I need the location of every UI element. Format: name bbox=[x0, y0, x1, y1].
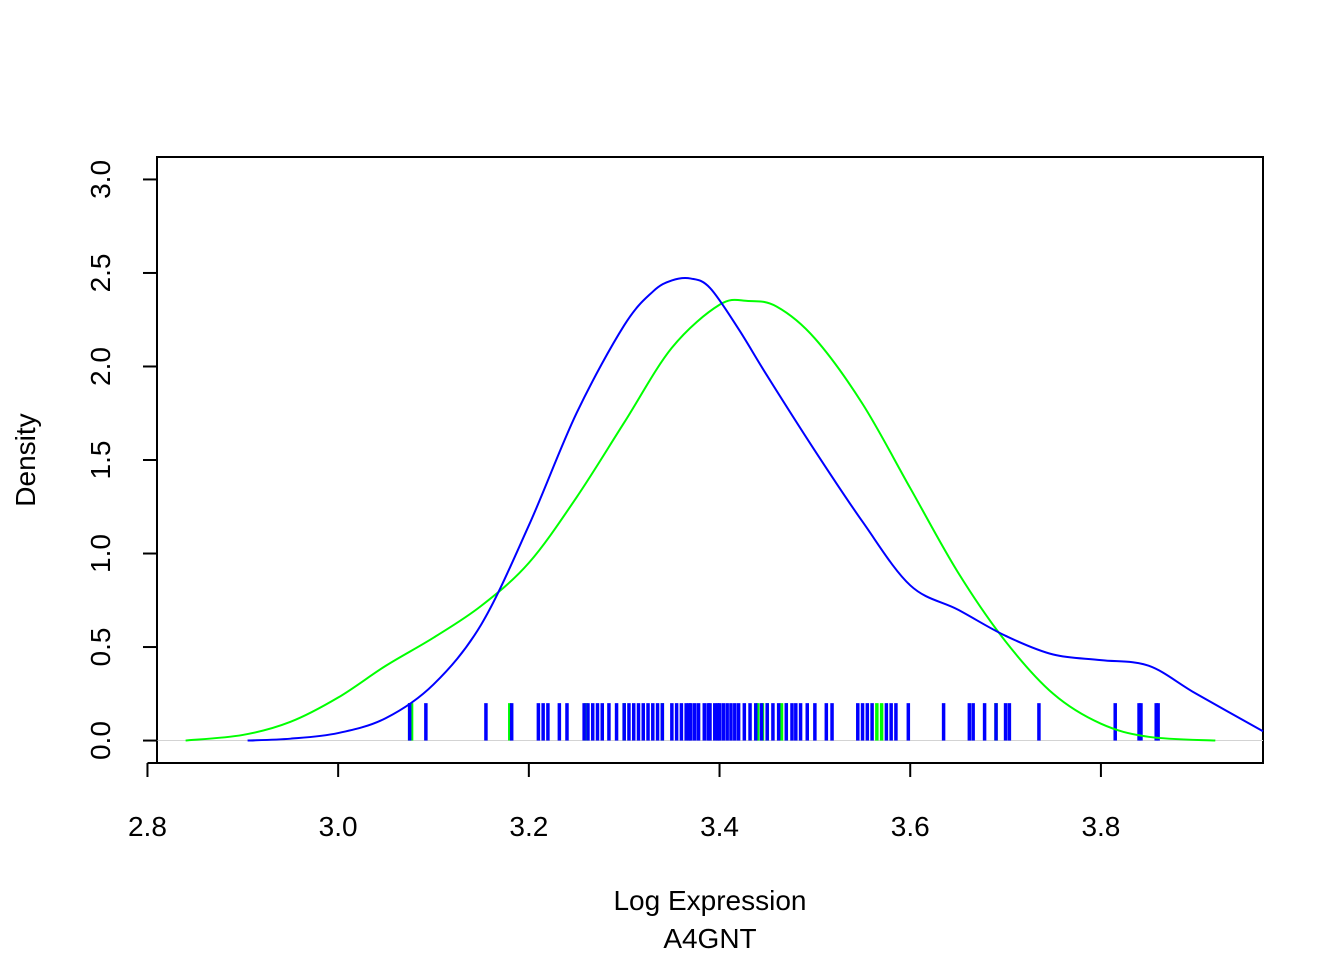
y-tick-label: 0.5 bbox=[85, 628, 116, 667]
y-axis: 0.0 0.5 1.0 1.5 2.0 2.5 3.0 bbox=[85, 160, 158, 760]
x-tick-label: 3.4 bbox=[700, 811, 739, 842]
density-curves bbox=[185, 277, 1264, 742]
x-axis-label: Log Expression bbox=[613, 885, 806, 916]
density-curve bbox=[247, 277, 1264, 742]
y-tick-label: 2.5 bbox=[85, 253, 116, 292]
x-tick-label: 2.8 bbox=[128, 811, 167, 842]
x-tick-label: 3.0 bbox=[319, 811, 358, 842]
y-axis-label: Density bbox=[10, 413, 41, 506]
x-tick-label: 3.8 bbox=[1081, 811, 1120, 842]
x-tick-label: 3.6 bbox=[891, 811, 930, 842]
y-tick-label: 2.0 bbox=[85, 347, 116, 386]
plot-box bbox=[156, 156, 1264, 764]
y-tick-label: 1.5 bbox=[85, 441, 116, 480]
y-tick-label: 1.0 bbox=[85, 534, 116, 573]
x-tick-label: 3.2 bbox=[509, 811, 548, 842]
rug-marks bbox=[407, 703, 1160, 741]
y-tick-label: 3.0 bbox=[85, 160, 116, 199]
density-curve bbox=[185, 298, 1216, 742]
y-tick-label: 0.0 bbox=[85, 721, 116, 760]
x-axis-sublabel: A4GNT bbox=[663, 923, 756, 954]
x-axis: 2.8 3.0 3.2 3.4 3.6 3.8 bbox=[128, 762, 1120, 842]
